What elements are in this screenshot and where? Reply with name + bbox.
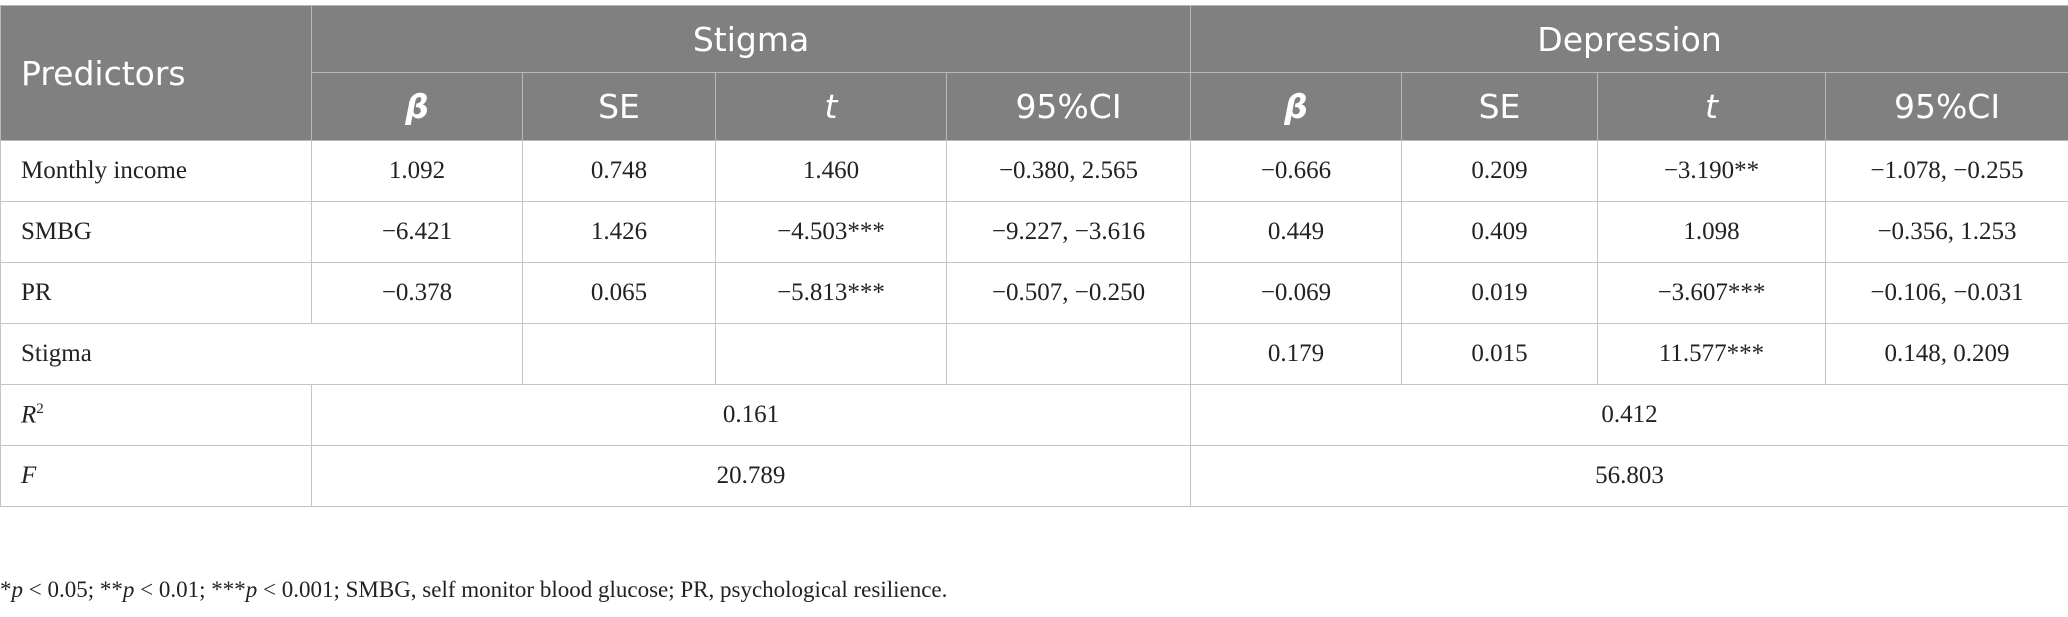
header-cell: Predictors xyxy=(0,5,312,141)
cell: 1.460 xyxy=(715,140,947,202)
cell: −0.069 xyxy=(1190,262,1402,324)
cell: −6.421 xyxy=(311,201,523,263)
column-header: 95%CI xyxy=(946,72,1191,141)
cell: 0.412 xyxy=(1189,384,2068,446)
row-label: SMBG xyxy=(0,201,312,263)
cell: 56.803 xyxy=(1189,445,2068,507)
column-header: t xyxy=(1597,72,1826,141)
footnote-text: < 0.05; ** xyxy=(23,577,123,602)
cell: −0.666 xyxy=(1190,140,1402,202)
cell: 0.019 xyxy=(1401,262,1598,324)
cell: −9.227, −3.616 xyxy=(946,201,1191,263)
cell: −0.356, 1.253 xyxy=(1824,201,2068,263)
row-label: Monthly income xyxy=(0,140,312,202)
summary-row: F 20.789 56.803 xyxy=(0,445,2068,507)
group-header: Stigma xyxy=(311,5,1191,73)
cell: 0.015 xyxy=(1401,323,1598,385)
column-header: β xyxy=(1190,72,1402,141)
label-text: R xyxy=(21,401,37,429)
footnote-text: < 0.01; *** xyxy=(134,577,246,602)
cell: 1.092 xyxy=(311,140,523,202)
footnote-text: p xyxy=(11,577,24,602)
cell xyxy=(522,323,716,385)
row-label: Stigma xyxy=(0,323,523,385)
row-label: R2 xyxy=(0,384,312,446)
cell: 0.148, 0.209 xyxy=(1824,323,2068,385)
table-row: Monthly income 1.092 0.748 1.460 −0.380, 2.5… xyxy=(0,140,2068,202)
cell: 0.409 xyxy=(1401,201,1598,263)
column-header: 95%CI xyxy=(1824,72,2068,141)
cell: −0.106, −0.031 xyxy=(1824,262,2068,324)
cell: −0.380, 2.565 xyxy=(946,140,1191,202)
cell: 0.209 xyxy=(1401,140,1598,202)
cell: 1.098 xyxy=(1597,201,1826,263)
cell: −0.507, −0.250 xyxy=(946,262,1191,324)
cell: 0.179 xyxy=(1190,323,1402,385)
cell: −0.378 xyxy=(311,262,523,324)
table-row: PR −0.378 0.065 −5.813*** −0.507, −0.250 −0.0… xyxy=(0,262,2068,324)
cell: 11.577*** xyxy=(1597,323,1826,385)
row-label: F xyxy=(0,445,312,507)
table-row: SMBG −6.421 1.426 −4.503*** −9.227, −3.616 0.… xyxy=(0,201,2068,263)
column-header: t xyxy=(715,72,947,141)
cell: −4.503*** xyxy=(715,201,947,263)
cell: −3.607*** xyxy=(1597,262,1826,324)
column-header: SE xyxy=(1401,72,1598,141)
column-header: β xyxy=(311,72,523,141)
cell: 1.426 xyxy=(522,201,716,263)
cell: 20.789 xyxy=(311,445,1191,507)
cell: 0.065 xyxy=(522,262,716,324)
cell: 0.748 xyxy=(522,140,716,202)
footnote: *p < 0.05; **p < 0.01; ***p < 0.001; SMB… xyxy=(0,577,947,603)
footnote-text: * xyxy=(0,577,12,602)
cell: −5.813*** xyxy=(715,262,947,324)
column-header: SE xyxy=(522,72,716,141)
label-superscript: 2 xyxy=(36,400,44,417)
regression-table: Predictors Stigma Depression β SE t 95%CI β SE t… xyxy=(0,5,2068,507)
cell xyxy=(946,323,1191,385)
footnote-text: < 0.001; SMBG, self monitor blood glucos… xyxy=(257,577,948,602)
group-header: Depression xyxy=(1189,5,2068,73)
row-label: PR xyxy=(0,262,312,324)
cell: 0.449 xyxy=(1190,201,1402,263)
label-text: F xyxy=(21,462,37,489)
summary-row: R2 0.161 0.412 xyxy=(0,384,2068,446)
cell xyxy=(715,323,947,385)
cell: −3.190** xyxy=(1597,140,1826,202)
footnote-text: p xyxy=(245,577,258,602)
footnote-text: p xyxy=(122,577,135,602)
cell: −1.078, −0.255 xyxy=(1824,140,2068,202)
cell: 0.161 xyxy=(311,384,1191,446)
table-row: Stigma 0.179 0.015 11.577*** 0.148, 0.209 xyxy=(0,323,2068,385)
